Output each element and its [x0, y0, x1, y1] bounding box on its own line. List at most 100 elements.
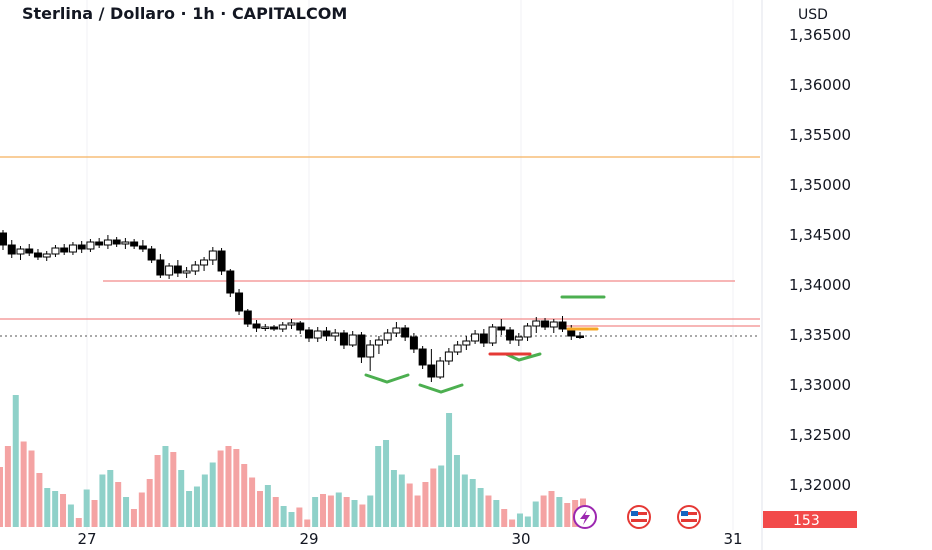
candle-up[interactable]: [208, 250, 217, 261]
candle-up[interactable]: [532, 320, 541, 327]
candle-up[interactable]: [471, 333, 480, 342]
candle-up[interactable]: [16, 248, 25, 255]
candle-down[interactable]: [25, 248, 34, 254]
horizontal-levels[interactable]: [0, 156, 760, 337]
candle-down[interactable]: [130, 241, 139, 247]
volume-bar: [154, 455, 161, 527]
candle-down[interactable]: [235, 292, 244, 312]
candle-up[interactable]: [261, 326, 270, 329]
candle-down[interactable]: [558, 321, 567, 330]
candle-up[interactable]: [121, 241, 130, 245]
grid: [86, 0, 734, 530]
candle-down[interactable]: [156, 259, 165, 276]
candle-down[interactable]: [112, 239, 121, 245]
candle-down[interactable]: [409, 336, 418, 350]
candle-down[interactable]: [147, 248, 156, 261]
candle-down[interactable]: [418, 348, 427, 366]
candle-down[interactable]: [506, 329, 515, 341]
candle-down[interactable]: [322, 330, 331, 337]
candle-up[interactable]: [86, 241, 95, 250]
volume-bar: [359, 504, 366, 527]
candle-up[interactable]: [383, 332, 392, 341]
candle-down[interactable]: [479, 333, 488, 344]
pattern-markers[interactable]: [364, 295, 606, 394]
candle-down[interactable]: [95, 241, 104, 246]
volume-bar: [524, 516, 531, 527]
candle-up[interactable]: [313, 330, 322, 339]
candle-up[interactable]: [514, 336, 523, 341]
candle-down[interactable]: [497, 326, 506, 331]
candle-down[interactable]: [33, 252, 42, 258]
volume-bar: [477, 488, 484, 527]
volume-bar: [335, 492, 342, 527]
candle-down[interactable]: [296, 322, 305, 331]
candles[interactable]: [0, 230, 584, 382]
candle-down[interactable]: [243, 310, 252, 325]
candle-down[interactable]: [304, 329, 313, 339]
candle-down[interactable]: [252, 323, 261, 329]
price-badge: [763, 511, 857, 528]
volume-bar: [12, 395, 19, 527]
lightning-icon[interactable]: [573, 505, 597, 529]
price-tick-label: 1,35500: [789, 126, 851, 144]
us-flag-icon[interactable]: [627, 505, 651, 529]
candle-down[interactable]: [270, 326, 279, 330]
candle-up[interactable]: [523, 325, 532, 338]
candle-down[interactable]: [60, 247, 69, 253]
candle-up[interactable]: [51, 247, 60, 255]
candle-down[interactable]: [138, 245, 147, 250]
volume-bar: [178, 470, 185, 527]
price-tick-label: 1,32500: [789, 426, 851, 444]
candle-up[interactable]: [68, 244, 77, 253]
candle-up[interactable]: [103, 239, 112, 246]
candle-up[interactable]: [549, 321, 558, 328]
candle-down[interactable]: [401, 327, 410, 338]
candle-up[interactable]: [191, 264, 200, 272]
date-tick-label: 31: [723, 530, 742, 548]
candle-up[interactable]: [165, 265, 174, 276]
candle-up[interactable]: [182, 270, 191, 274]
candle-up[interactable]: [287, 322, 296, 326]
candle-up[interactable]: [366, 344, 375, 358]
candle-up[interactable]: [331, 332, 340, 337]
candle-down[interactable]: [541, 320, 550, 328]
price-axis[interactable]: 1,36500 1,36000 1,35500 1,35000 1,34500 1,340…: [789, 26, 851, 494]
candle-down[interactable]: [226, 270, 235, 294]
date-tick-label: 29: [299, 530, 318, 548]
us-flag-icon[interactable]: [677, 505, 701, 529]
green-chevron-marker[interactable]: [418, 383, 464, 394]
candle-down[interactable]: [357, 334, 366, 358]
volume-bar: [4, 446, 11, 527]
candle-up[interactable]: [392, 327, 401, 334]
candle-down[interactable]: [0, 232, 7, 246]
currency-label[interactable]: USD: [798, 7, 828, 23]
candle-up[interactable]: [374, 339, 383, 346]
volume-bar: [438, 465, 445, 527]
candle-down[interactable]: [77, 244, 86, 250]
candle-down[interactable]: [427, 364, 436, 378]
candle-down[interactable]: [217, 250, 226, 272]
volume-bar: [123, 497, 130, 527]
volume-bar: [162, 446, 169, 527]
candle-up[interactable]: [462, 340, 471, 346]
candle-up[interactable]: [488, 326, 497, 344]
candle-up[interactable]: [278, 324, 287, 330]
volume-bar: [225, 446, 232, 527]
time-axis[interactable]: 27 29 30 31: [77, 530, 742, 548]
volume-bar: [461, 474, 468, 527]
candle-down[interactable]: [7, 244, 16, 255]
green-chevron-marker[interactable]: [364, 373, 410, 384]
candle-down[interactable]: [339, 332, 348, 346]
candle-up[interactable]: [348, 334, 357, 346]
candle-down[interactable]: [173, 265, 182, 274]
volume-bar: [233, 449, 240, 527]
candle-up[interactable]: [444, 351, 453, 362]
candle-up[interactable]: [453, 344, 462, 353]
candle-up[interactable]: [200, 259, 209, 266]
green-chevron-marker[interactable]: [504, 352, 542, 362]
candle-down[interactable]: [576, 335, 584, 338]
volume-bar: [304, 519, 311, 527]
candle-up[interactable]: [436, 360, 445, 378]
candle-up[interactable]: [42, 253, 51, 258]
